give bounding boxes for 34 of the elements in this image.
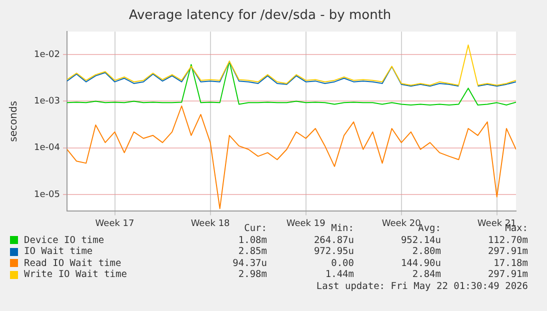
text: 0.00 <box>330 258 354 269</box>
text: 2.85m <box>237 246 267 258</box>
y-axis-title: seconds <box>8 100 20 142</box>
text: 972.95u <box>312 246 354 258</box>
text: 297.91m <box>486 246 528 258</box>
text: Avg: <box>418 223 441 234</box>
text: 2.98m <box>237 269 267 280</box>
text: 94.37u <box>232 258 267 269</box>
x-tick-label: Week 17 <box>95 218 134 229</box>
text: 1.08m <box>237 234 267 246</box>
y-tick-label: 1e-02 <box>34 50 60 60</box>
text: 2.80m <box>411 246 441 258</box>
x-tick-label: Week 19 <box>286 218 326 229</box>
chart-title: Average latency for /dev/sda - by month <box>128 8 392 24</box>
text: Min: <box>331 223 354 234</box>
text: 144.90u <box>400 258 441 269</box>
text: 952.14u <box>400 234 441 246</box>
y-tick-label: 1e-05 <box>34 190 60 200</box>
text: 17.18m <box>492 258 528 269</box>
text: 2.84m <box>411 269 441 280</box>
legend-label: IO Wait time <box>24 246 93 258</box>
x-tick-label: Week 18 <box>190 218 230 229</box>
legend-label: Device IO time <box>24 234 104 246</box>
text: Max: <box>504 223 528 234</box>
text: 1.44m <box>324 269 354 280</box>
text: 297.91m <box>486 269 528 280</box>
text: Last update: Fri May 22 01:30:49 2026 <box>316 280 528 292</box>
y-tick-label: 1e-04 <box>34 143 60 154</box>
text: 264.87u <box>312 234 354 246</box>
legend-label: Read IO Wait time <box>24 258 122 269</box>
legend-label: Write IO Wait time <box>24 269 127 280</box>
text: 112.70m <box>486 234 528 246</box>
text: Cur: <box>244 223 267 234</box>
y-tick-label: 1e-03 <box>34 96 60 107</box>
